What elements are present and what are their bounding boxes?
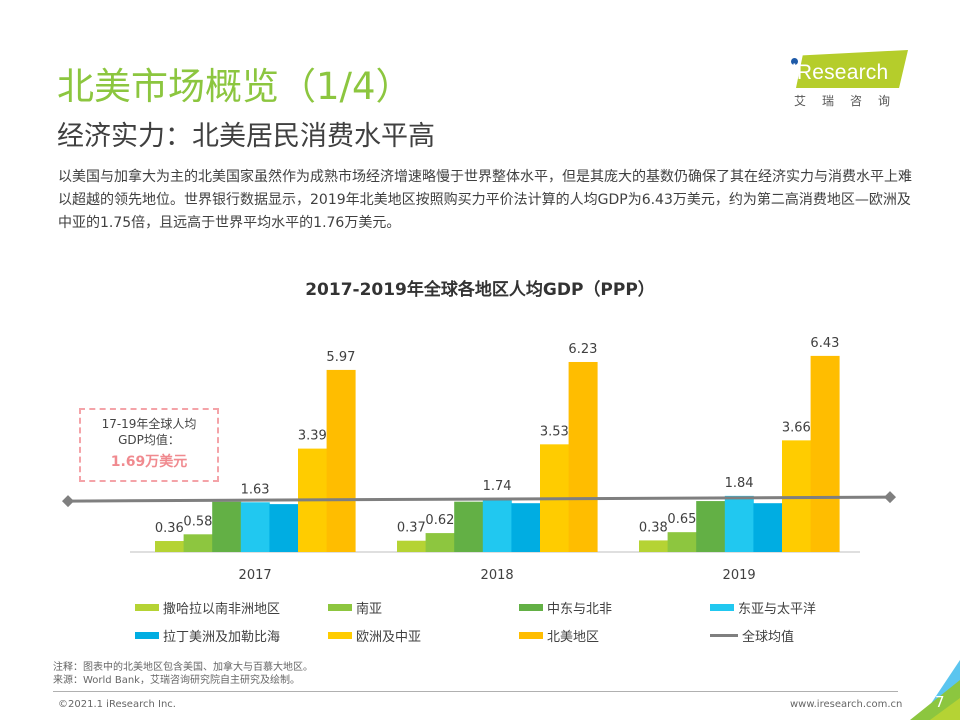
data-label: 6.43 [810, 336, 839, 351]
bar-2019-3 [724, 495, 754, 552]
data-label: 1.84 [725, 476, 754, 491]
bar-2019-2 [696, 501, 726, 552]
page-number: 7 [935, 693, 945, 711]
copyright: ©2021.1 iResearch Inc. [58, 699, 176, 710]
legend-swatch [135, 632, 159, 639]
legend-item: 欧洲及中亚 [328, 626, 421, 645]
legend-label: 拉丁美洲及加勒比海 [163, 630, 281, 645]
legend-label: 北美地区 [547, 630, 600, 645]
legend-item: 东亚与太平洋 [710, 598, 816, 617]
bar-2019-6 [810, 355, 840, 552]
page-title: 北美市场概览（1/4） [57, 65, 413, 108]
chart-legend: 撒哈拉以南非洲地区 南亚 中东与北非 东亚与太平洋拉丁美洲及加勒比海 欧洲及中亚 北美地区… [0, 598, 960, 658]
legend-swatch [135, 604, 159, 611]
callout-line2: GDP均值： [118, 433, 180, 447]
footer-divider [53, 691, 898, 692]
legend-label: 中东与北非 [547, 602, 613, 617]
legend-label: 欧洲及中亚 [356, 630, 422, 645]
bar-2019-1 [667, 532, 697, 552]
chart-title: 2017-2019年全球各地区人均GDP（PPP） [305, 280, 655, 300]
data-label: 0.37 [397, 521, 426, 536]
logo-word: iResearch [792, 61, 889, 84]
legend-swatch [519, 632, 543, 639]
legend-label: 撒哈拉以南非洲地区 [163, 602, 281, 617]
legend-item: 中东与北非 [519, 598, 612, 617]
data-label: 6.23 [568, 342, 597, 357]
legend-label: 东亚与太平洋 [738, 602, 817, 617]
corner-decoration [910, 660, 960, 720]
data-label: 0.38 [639, 520, 668, 535]
data-label: 0.62 [425, 513, 454, 528]
intro-paragraph: 以美国与加拿大为主的北美国家虽然作为成熟市场经济增速略慢于世界整体水平，但是其庞… [58, 169, 912, 231]
legend-item: 北美地区 [519, 626, 599, 645]
global-average-callout: 17-19年全球人均 GDP均值： 1.69万美元 [79, 408, 219, 482]
data-label: 0.58 [183, 514, 212, 529]
legend-item: 撒哈拉以南非洲地区 [135, 598, 280, 617]
bar-2019-4 [753, 503, 783, 552]
footnotes: 注释：图表中的北美地区包含美国、加拿大与百慕大地区。 来源：World Bank… [53, 661, 313, 687]
bar-2017-6 [326, 369, 356, 552]
legend-item: 全球均值 [710, 626, 794, 645]
data-label: 3.39 [298, 429, 327, 444]
data-label: 5.97 [326, 350, 355, 365]
bar-2018-3 [482, 498, 512, 552]
legend-swatch [710, 604, 734, 611]
source-text: 来源：World Bank，艾瑞咨询研究院自主研究及绘制。 [53, 675, 300, 686]
x-tick-label: 2017 [239, 568, 272, 583]
legend-item: 拉丁美洲及加勒比海 [135, 626, 280, 645]
x-tick-label: 2019 [723, 568, 756, 583]
legend-item: 南亚 [328, 598, 382, 617]
bar-2017-4 [269, 504, 299, 552]
logo-cn: 艾瑞咨询 [794, 94, 907, 108]
line-end-marker [62, 495, 74, 508]
bar-2017-3 [240, 502, 270, 552]
data-label: 3.66 [782, 420, 811, 435]
bar-2018-1 [425, 533, 455, 552]
site-link[interactable]: www.iresearch.com.cn [790, 699, 903, 710]
line-end-marker [884, 491, 896, 504]
data-label: 3.53 [540, 424, 569, 439]
legend-swatch [328, 604, 352, 611]
data-label: 1.74 [483, 479, 512, 494]
bar-2018-6 [568, 361, 598, 552]
callout-value: 1.69万美元 [110, 454, 188, 470]
bar-2017-0 [155, 541, 184, 552]
logo-dot-icon [791, 58, 798, 65]
legend-swatch [328, 632, 352, 639]
data-label: 0.65 [667, 512, 696, 527]
legend-label: 全球均值 [742, 630, 795, 645]
bar-2018-0 [397, 540, 426, 552]
legend-line-icon [710, 634, 738, 637]
x-tick-label: 2018 [481, 568, 514, 583]
bar-2018-4 [511, 503, 541, 552]
bar-2017-2 [212, 501, 242, 552]
legend-swatch [519, 604, 543, 611]
bar-2018-2 [454, 501, 484, 552]
iresearch-logo: iResearch 艾瑞咨询 [788, 50, 912, 110]
bar-2019-0 [639, 540, 668, 552]
data-label: 0.36 [155, 521, 184, 536]
callout-line1: 17-19年全球人均 [101, 417, 197, 431]
note-text: 注释：图表中的北美地区包含美国、加拿大与百慕大地区。 [53, 662, 313, 673]
logo-badge [796, 50, 908, 88]
data-label: 1.63 [241, 482, 270, 497]
legend-label: 南亚 [356, 602, 383, 617]
bar-chart: 0.36 0.58 1.63 3.39 5.97 2017 0.370.62 1.74 3.53… [62, 336, 896, 583]
bar-2017-1 [183, 534, 213, 552]
global-average-line [67, 495, 891, 503]
page-subtitle: 经济实力：北美居民消费水平高 [57, 121, 435, 152]
